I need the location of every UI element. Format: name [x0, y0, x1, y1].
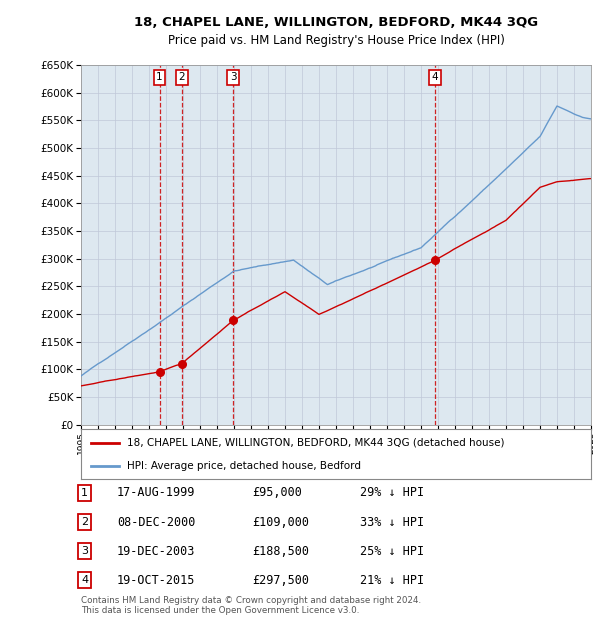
Text: 25% ↓ HPI: 25% ↓ HPI [360, 545, 424, 557]
Text: 29% ↓ HPI: 29% ↓ HPI [360, 487, 424, 499]
Text: 33% ↓ HPI: 33% ↓ HPI [360, 516, 424, 528]
Text: £188,500: £188,500 [252, 545, 309, 557]
Text: 3: 3 [81, 546, 88, 556]
Text: Contains HM Land Registry data © Crown copyright and database right 2024.
This d: Contains HM Land Registry data © Crown c… [81, 596, 421, 615]
Text: 3: 3 [230, 73, 236, 82]
Text: £95,000: £95,000 [252, 487, 302, 499]
Text: 08-DEC-2000: 08-DEC-2000 [117, 516, 196, 528]
Text: 2: 2 [81, 517, 88, 527]
Text: £109,000: £109,000 [252, 516, 309, 528]
Text: 4: 4 [431, 73, 438, 82]
Text: 18, CHAPEL LANE, WILLINGTON, BEDFORD, MK44 3QG (detached house): 18, CHAPEL LANE, WILLINGTON, BEDFORD, MK… [127, 438, 505, 448]
Text: 21% ↓ HPI: 21% ↓ HPI [360, 574, 424, 587]
Text: 19-OCT-2015: 19-OCT-2015 [117, 574, 196, 587]
Text: 1: 1 [156, 73, 163, 82]
Text: HPI: Average price, detached house, Bedford: HPI: Average price, detached house, Bedf… [127, 461, 361, 471]
Text: £297,500: £297,500 [252, 574, 309, 587]
Text: Price paid vs. HM Land Registry's House Price Index (HPI): Price paid vs. HM Land Registry's House … [167, 34, 505, 47]
Text: 4: 4 [81, 575, 88, 585]
Text: 1: 1 [81, 488, 88, 498]
Text: 17-AUG-1999: 17-AUG-1999 [117, 487, 196, 499]
Text: 19-DEC-2003: 19-DEC-2003 [117, 545, 196, 557]
Text: 18, CHAPEL LANE, WILLINGTON, BEDFORD, MK44 3QG: 18, CHAPEL LANE, WILLINGTON, BEDFORD, MK… [134, 16, 538, 29]
Text: 2: 2 [178, 73, 185, 82]
